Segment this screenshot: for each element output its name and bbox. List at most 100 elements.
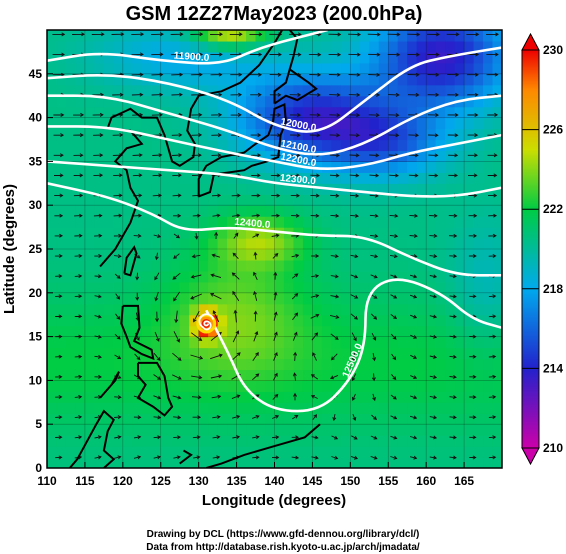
temperature-cell	[56, 183, 67, 195]
temperature-cell	[283, 238, 295, 250]
temperature-cell	[492, 270, 502, 283]
temperature-cell	[359, 281, 370, 294]
temperature-cell	[445, 336, 456, 349]
temperature-cell	[151, 413, 162, 425]
temperature-cell	[75, 325, 86, 338]
temperature-cell	[350, 402, 361, 414]
temperature-cell	[122, 413, 133, 425]
wind-vector	[449, 455, 457, 460]
wind-vector	[449, 395, 457, 400]
temperature-cell	[426, 205, 437, 217]
temperature-cell	[274, 347, 285, 360]
temperature-cell	[435, 435, 446, 447]
temperature-cell	[464, 172, 475, 184]
temperature-cell	[103, 62, 114, 75]
temperature-cell	[416, 139, 427, 152]
wind-vector	[488, 455, 497, 460]
temperature-cell	[217, 281, 228, 294]
wind-vector	[390, 435, 398, 440]
temperature-cell	[293, 391, 304, 403]
temperature-cell	[103, 336, 114, 349]
temperature-cell	[170, 216, 181, 228]
colorbar-max-arrow	[521, 32, 540, 51]
temperature-cell	[454, 139, 465, 152]
temperature-cell	[331, 347, 342, 360]
temperature-cell	[350, 205, 361, 217]
temperature-cell	[464, 30, 475, 42]
wind-vector	[153, 435, 162, 440]
temperature-cell	[122, 424, 133, 436]
temperature-cell	[464, 95, 475, 108]
temperature-cell	[122, 358, 133, 371]
credit-line-2: Data from http://database.rish.kyoto-u.a…	[146, 542, 420, 553]
temperature-cell	[492, 259, 502, 272]
temperature-cell	[340, 128, 351, 141]
temperature-cell	[407, 30, 418, 42]
temperature-cell	[350, 336, 361, 349]
temperature-cell	[160, 95, 171, 108]
temperature-cell	[122, 40, 133, 53]
wind-vector	[466, 72, 479, 77]
temperature-cell	[141, 457, 152, 468]
temperature-cell	[208, 259, 219, 272]
wind-vector	[151, 112, 163, 117]
temperature-cell	[359, 238, 370, 250]
temperature-cell	[56, 303, 67, 316]
temperature-cell	[321, 259, 332, 272]
temperature-cell	[435, 347, 446, 360]
temperature-cell	[464, 380, 475, 392]
wind-vector	[390, 294, 398, 299]
x-tick-label: 125	[151, 474, 171, 488]
temperature-cell	[302, 413, 314, 425]
temperature-cell	[47, 435, 58, 447]
temperature-cell	[113, 358, 124, 371]
temperature-cell	[84, 194, 95, 206]
temperature-cell	[65, 380, 77, 392]
temperature-cell	[217, 194, 228, 206]
temperature-cell	[397, 314, 408, 327]
temperature-cell	[198, 30, 209, 42]
wind-vector	[350, 294, 359, 299]
temperature-cell	[473, 216, 484, 228]
temperature-cell	[132, 128, 143, 141]
temperature-cell	[492, 380, 502, 392]
temperature-cell	[435, 270, 446, 283]
wind-vector	[429, 254, 438, 259]
wind-vector	[270, 113, 282, 117]
temperature-cell	[151, 106, 162, 119]
temperature-cell	[369, 380, 380, 392]
temperature-cell	[426, 238, 437, 250]
temperature-cell	[141, 270, 152, 283]
height-contour	[47, 182, 502, 277]
temperature-cell	[359, 380, 370, 392]
temperature-cell	[170, 270, 181, 283]
temperature-cell	[378, 325, 389, 338]
temperature-cell	[255, 51, 266, 64]
temperature-cell	[426, 40, 437, 53]
temperature-cell	[350, 358, 361, 371]
wind-vector	[311, 435, 319, 440]
wind-vector	[114, 395, 122, 400]
temperature-cell	[407, 40, 418, 53]
temperature-cell	[321, 150, 332, 162]
temperature-cell	[397, 73, 408, 86]
wind-vector	[91, 32, 105, 37]
temperature-cell	[47, 303, 58, 316]
temperature-cell	[302, 51, 314, 64]
temperature-cell	[75, 95, 86, 108]
temperature-cell	[103, 95, 114, 108]
temperature-cell	[255, 183, 266, 195]
temperature-cell	[426, 325, 437, 338]
temperature-cell	[445, 30, 456, 42]
temperature-cell	[407, 446, 418, 458]
temperature-cell	[340, 73, 351, 86]
wind-vector	[391, 353, 397, 361]
wind-vector	[367, 32, 381, 37]
y-tick-label: 20	[29, 286, 43, 300]
temperature-cell	[141, 259, 152, 272]
wind-vector	[448, 233, 458, 238]
temperature-cell	[435, 446, 446, 458]
wind-vector	[152, 173, 163, 178]
temperature-cell	[416, 205, 427, 217]
